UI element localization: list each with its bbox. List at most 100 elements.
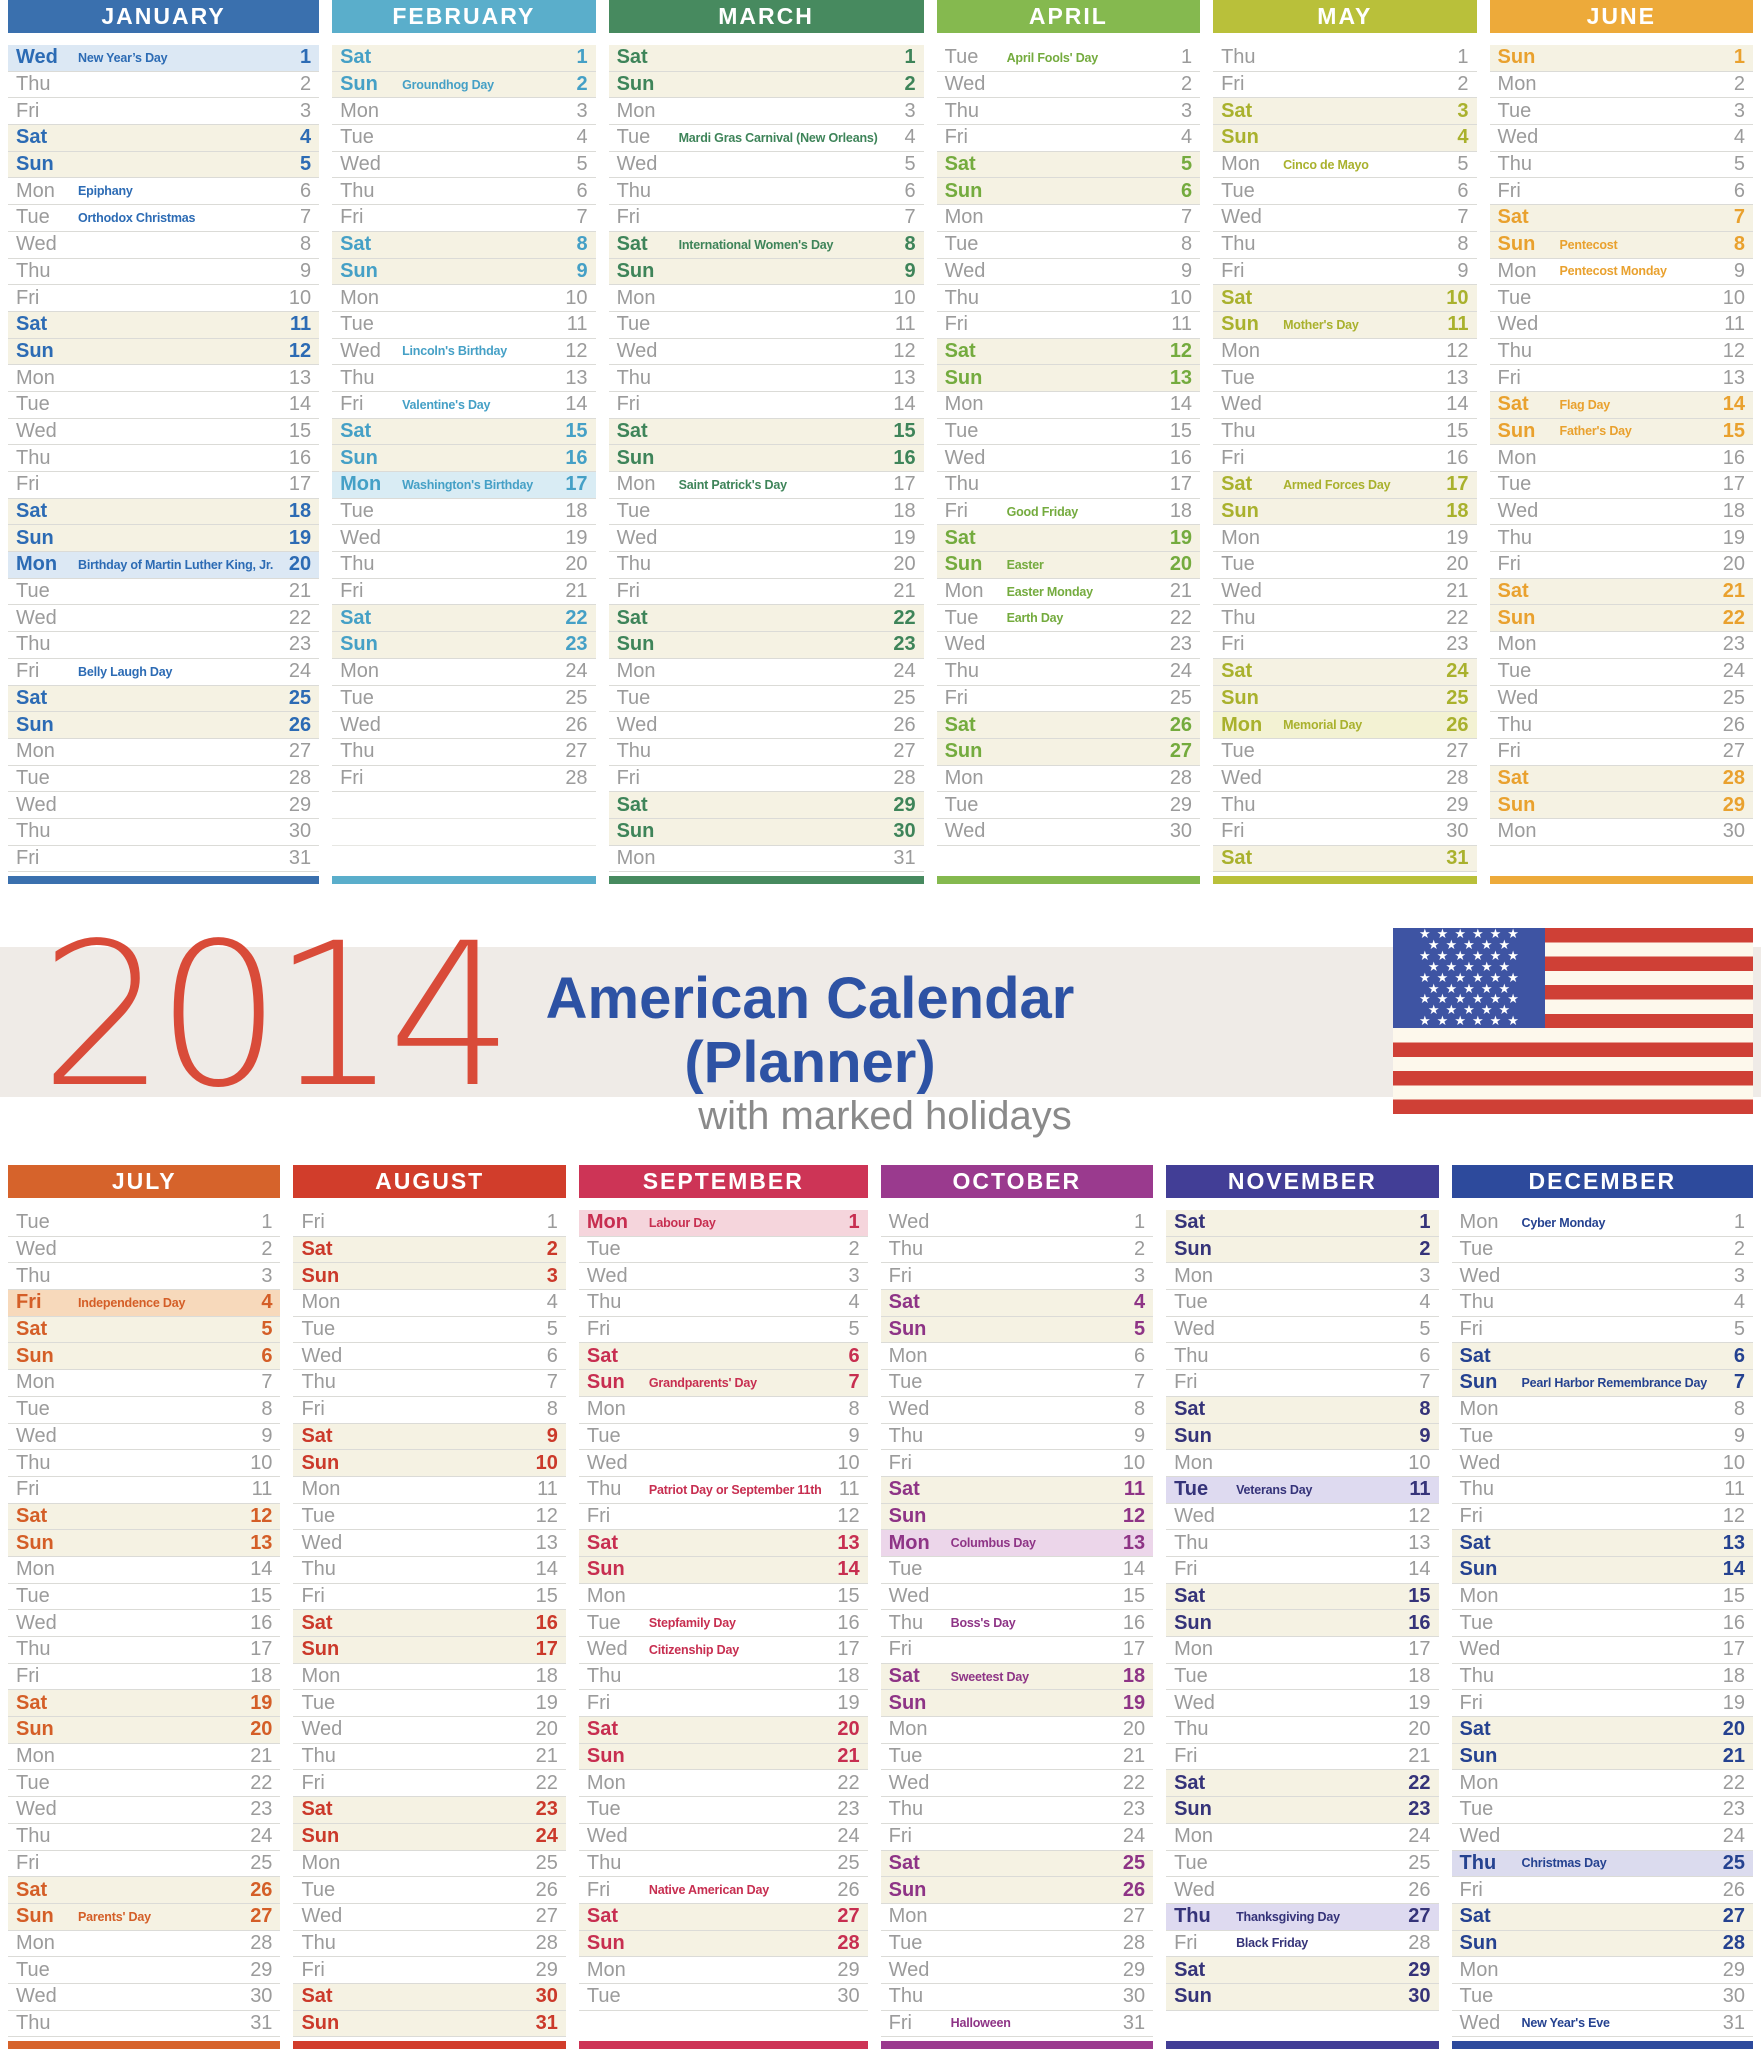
month-header: APRIL: [936, 0, 1201, 33]
day-name: Fri: [16, 286, 40, 309]
day-name: Sat: [340, 419, 372, 442]
day-number: 2: [546, 1238, 558, 1261]
day-name: Sun: [1174, 1238, 1212, 1261]
day-number: 7: [299, 206, 312, 229]
day-name: Fri: [888, 1825, 912, 1848]
holiday-label: Mardi Gras Carnival (New Orleans): [678, 130, 878, 145]
day-number: 4: [546, 1291, 558, 1314]
day-number: 11: [838, 1478, 860, 1501]
day-number: 8: [576, 233, 588, 256]
day-number: 22: [565, 606, 588, 629]
day-name: Fri: [16, 1478, 40, 1501]
day-row: Fri 18: [8, 1663, 281, 1691]
day-number: 30: [1122, 1985, 1146, 2008]
day-row: Mon 10: [608, 285, 924, 312]
day-number: 26: [565, 713, 588, 736]
holiday-label: Native American Day: [648, 1883, 769, 1898]
month-column: JUNE Sun 1 Mon 2 Tue 3 Wed 4 Thu 5 Fri 6 Sat 7 Sun Pent…: [1489, 0, 1753, 884]
day-name: Thu: [1174, 1905, 1211, 1928]
holiday-label: International Women's Day: [678, 237, 834, 252]
day-row: Thu 6: [1166, 1343, 1439, 1371]
day-number: 11: [251, 1478, 273, 1501]
day-row: Thu 3: [8, 1263, 281, 1291]
day-name: Fri: [1459, 1691, 1483, 1714]
day-name: Tue: [301, 1878, 336, 1901]
month-title: MARCH: [718, 3, 814, 29]
day-number: 29: [893, 793, 916, 816]
day-row: Fri 19: [578, 1690, 868, 1718]
month-rows: Mon Labour Day 1 Tue 2 Wed 3 Thu 4 Fri 5 Sat 6 Sun Gra…: [578, 1210, 868, 2038]
day-name: Mon: [16, 179, 55, 202]
day-number: 26: [1122, 1878, 1146, 1901]
day-name: Wed: [340, 526, 381, 549]
day-number: 5: [1419, 1318, 1431, 1341]
day-name: Sat: [16, 1504, 48, 1527]
day-number: 12: [893, 339, 916, 362]
day-name: Thu: [16, 1451, 51, 1474]
day-number: 19: [288, 526, 312, 549]
day-row: Thu 9: [8, 258, 320, 286]
day-row: Sat 15: [1166, 1583, 1439, 1611]
day-name: Mon: [1459, 1958, 1499, 1981]
day-number: 5: [848, 1318, 860, 1341]
day-row: Sun 21: [1451, 1743, 1753, 1771]
day-number: 11: [1171, 313, 1193, 336]
day-name: Mon: [1221, 153, 1260, 176]
day-row: Thu 20: [1166, 1717, 1439, 1744]
day-name: Wed: [340, 339, 381, 362]
day-row: Thu 17: [936, 472, 1201, 499]
day-row: Thu 11: [1451, 1476, 1753, 1504]
day-row: Sat 22: [1166, 1770, 1439, 1798]
day-number: 19: [893, 526, 916, 549]
day-number: 25: [535, 1851, 558, 1874]
day-row: Sat 11: [880, 1476, 1154, 1504]
day-name: Sat: [1497, 393, 1529, 416]
day-row: Wed 10: [578, 1450, 868, 1477]
day-name: Sat: [1221, 846, 1253, 869]
day-row: Wed 18: [1489, 498, 1753, 526]
holiday-label: Easter: [1006, 557, 1044, 572]
day-name: Wed: [1174, 1878, 1215, 1901]
day-number: 13: [535, 1531, 558, 1554]
day-name: Thu: [1497, 713, 1532, 736]
day-number: 1: [261, 1211, 273, 1234]
day-name: Thu: [944, 286, 980, 309]
flag-stars-row: ★★★★★★: [1419, 969, 1525, 985]
day-name: Sat: [16, 313, 48, 336]
day-number: 2: [1419, 1238, 1431, 1261]
day-number: 30: [893, 820, 916, 843]
day-name: Mon: [1497, 446, 1537, 469]
flag-stars-row: ★★★★★: [1427, 980, 1517, 996]
day-number: 19: [535, 1691, 558, 1714]
day-name: Tue: [340, 686, 374, 709]
day-row: Fri 21: [1166, 1743, 1439, 1771]
day-number: 7: [848, 1371, 860, 1394]
day-row: Wed 6: [293, 1343, 566, 1371]
day-number: 7: [1180, 206, 1193, 229]
month-underline: [1451, 2041, 1753, 2049]
top-half-months: JANUARY Wed New Year’s Day 1 Thu 2 Fri 3 Sat 4 Su…: [0, 0, 1761, 884]
day-number: 27: [893, 740, 916, 763]
day-row: Mon 12: [1213, 338, 1477, 366]
day-number: 8: [1180, 233, 1193, 256]
day-row: Wed 27: [293, 1903, 566, 1931]
day-name: Tue: [616, 126, 651, 149]
day-name: Wed: [1459, 1264, 1501, 1287]
holiday-label: Good Friday: [1006, 504, 1079, 519]
day-name: Sun: [1221, 500, 1259, 523]
day-name: Tue: [1174, 1665, 1208, 1688]
day-row: Wed 4: [1489, 125, 1753, 152]
day-row: Sat 5: [8, 1316, 281, 1344]
day-row: Sun 29: [1489, 792, 1753, 819]
day-row: Fri 30: [1213, 818, 1477, 846]
day-name: Fri: [616, 393, 640, 416]
day-name: Sun: [301, 1638, 340, 1661]
day-row: Mon Cinco de Mayo 5: [1213, 151, 1477, 179]
day-number: 20: [565, 553, 588, 576]
day-number: 20: [893, 553, 916, 576]
month-title: JUNE: [1586, 3, 1656, 29]
day-name: Tue: [301, 1691, 336, 1714]
day-row: Thu 24: [936, 658, 1201, 686]
day-row: Sat 12: [936, 338, 1201, 366]
day-number: 12: [288, 339, 312, 362]
